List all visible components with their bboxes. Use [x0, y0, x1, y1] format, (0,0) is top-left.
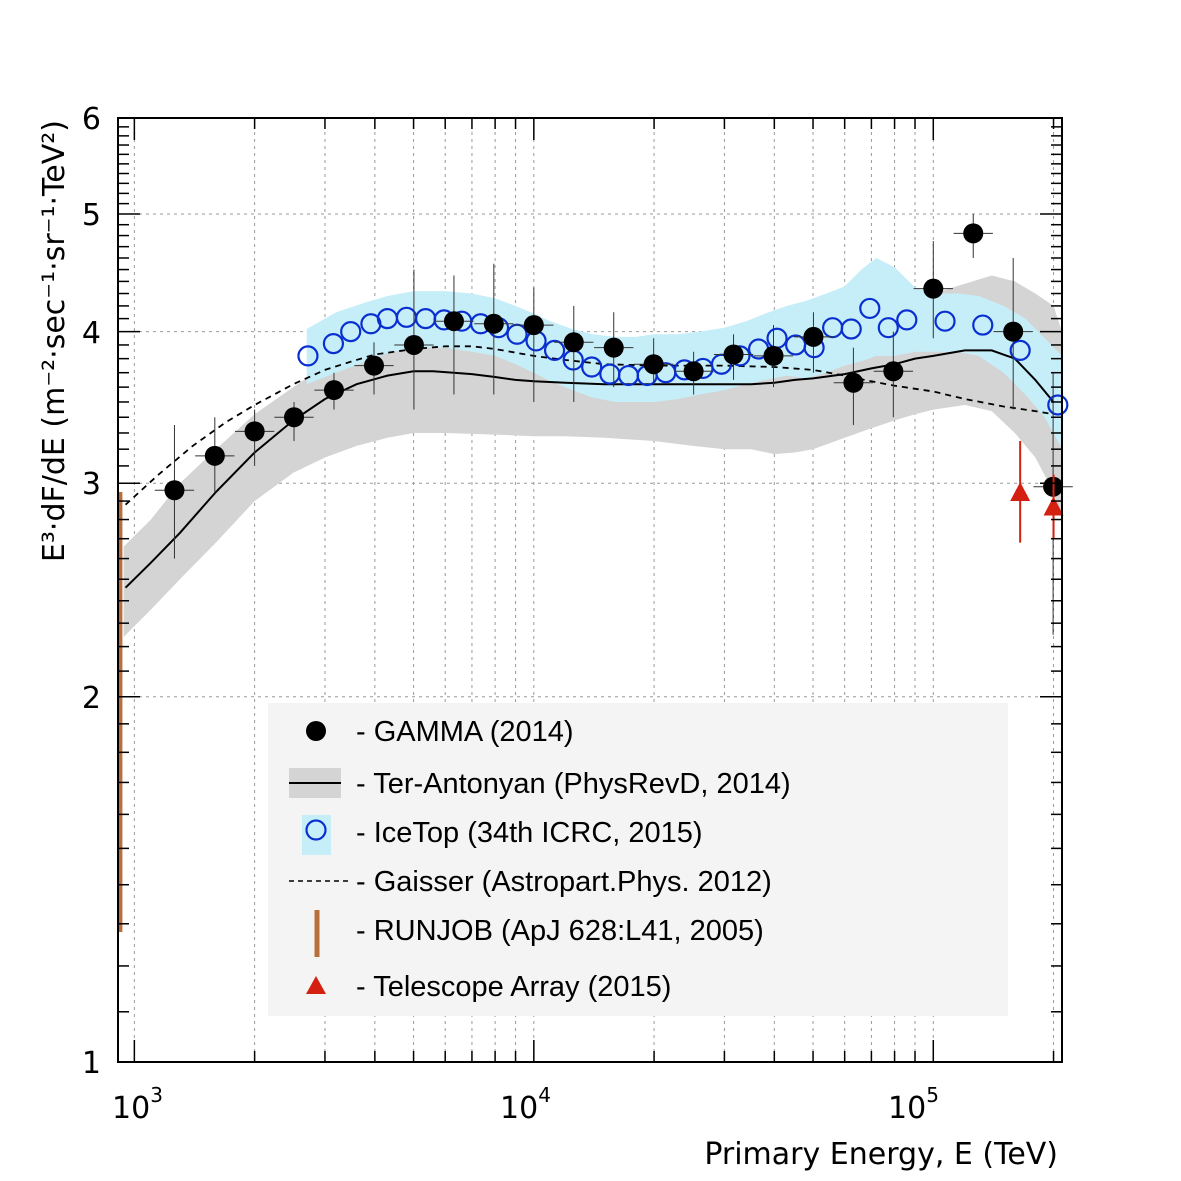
gamma-point: [923, 278, 944, 299]
icetop-point: [934, 310, 956, 332]
y-axis-title: E³·dF/dE (m⁻²·sec⁻¹·sr⁻¹·TeV²): [37, 120, 72, 562]
gamma-point: [523, 315, 544, 336]
gamma-point: [603, 337, 624, 358]
legend-label: - GAMMA (2014): [356, 716, 574, 748]
x-tick-label: 104: [500, 1083, 551, 1126]
legend-label: - IceTop (34th ICRC, 2015): [356, 817, 703, 849]
icetop-point: [896, 309, 918, 331]
icetop-point: [340, 321, 362, 343]
legend-label: - RUNJOB (ApJ 628:L41, 2005): [356, 915, 764, 947]
icetop-point: [859, 297, 881, 320]
legend-label: - Gaisser (Astropart.Phys. 2012): [356, 866, 772, 898]
x-axis-title: Primary Energy, E (TeV): [704, 1137, 1058, 1172]
legend-label: - Ter-Antonyan (PhysRevD, 2014): [356, 768, 791, 800]
gamma-point: [443, 311, 464, 332]
icetop-point: [972, 314, 994, 336]
gamma-point: [483, 313, 504, 334]
icetop-point: [1047, 394, 1069, 416]
gamma-point: [643, 354, 664, 375]
icetop-point: [322, 333, 345, 355]
gamma-point: [164, 480, 185, 501]
x-tick-label: 105: [888, 1083, 939, 1126]
icetop-point: [581, 356, 603, 378]
bands: [123, 258, 1062, 638]
telescope-array-point: [1043, 496, 1064, 516]
ter-antonyan-curve: [124, 349, 1055, 589]
y-tick-label: 2: [82, 681, 101, 716]
gamma-point: [843, 372, 864, 393]
legend-gamma-marker: [306, 721, 326, 741]
gamma-point: [803, 326, 824, 347]
gamma-point: [244, 421, 265, 442]
plot-frame: [117, 117, 1063, 1063]
gamma-point: [963, 223, 984, 244]
gamma-point: [1003, 321, 1024, 342]
gaisser-curve: [124, 345, 1054, 506]
gamma-point: [883, 361, 904, 382]
gamma-point: [323, 380, 344, 401]
axis-ticks: [118, 117, 1062, 1063]
legend-icetop-marker: [305, 819, 327, 841]
legend-telescope-array-marker: [306, 976, 326, 994]
y-tick-label: 3: [82, 467, 101, 502]
y-tick-labels: 1 2 3 4 5 6: [82, 102, 101, 1081]
y-tick-label: 6: [82, 102, 101, 137]
gamma-point: [403, 334, 424, 355]
y-tick-label: 1: [82, 1046, 101, 1081]
legend: - GAMMA (2014) - Ter-Antonyan (PhysRevD,…: [268, 703, 1008, 1016]
gamma-point: [363, 355, 384, 376]
x-tick-label: 103: [112, 1083, 163, 1126]
icetop-point: [840, 318, 862, 340]
icetop-point: [543, 339, 566, 361]
gamma-point: [763, 345, 784, 366]
gamma-point: [683, 361, 704, 382]
gamma-point: [563, 332, 584, 353]
y-tick-label: 4: [82, 316, 101, 351]
gamma-point: [723, 344, 744, 365]
icetop-point: [297, 345, 319, 367]
telescope-array-point: [1010, 482, 1031, 502]
gamma-point: [284, 407, 305, 428]
legend-label: - Telescope Array (2015): [356, 971, 671, 1003]
model-curves: [124, 345, 1055, 589]
icetop-point: [1009, 339, 1031, 361]
icetop-point: [877, 317, 899, 339]
y-tick-label: 5: [82, 198, 101, 233]
x-tick-labels: 103 104 105: [112, 1083, 939, 1126]
data-points: [117, 214, 1073, 932]
gamma-point: [204, 445, 225, 466]
icetop-band: [306, 258, 1062, 449]
legend-box: [268, 703, 1008, 1016]
